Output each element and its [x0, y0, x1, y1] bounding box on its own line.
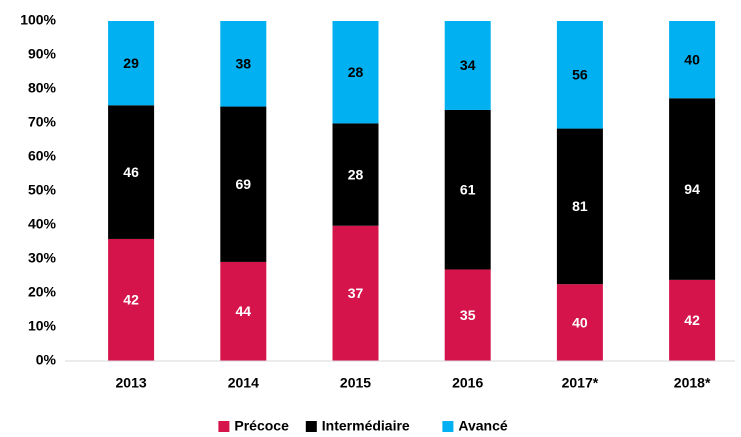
bar-segment: [332, 225, 379, 361]
bar-segment: [556, 128, 603, 285]
data-label: 28: [348, 64, 364, 80]
x-tick-label: 2013: [116, 375, 147, 391]
bar-segment: [444, 109, 491, 270]
data-label: 29: [123, 55, 139, 71]
y-tick-label: 40%: [28, 216, 57, 232]
bar-segment: [444, 21, 491, 110]
bar-segment: [669, 21, 716, 99]
data-label: 42: [684, 312, 700, 328]
x-tick-label: 2017*: [562, 375, 599, 391]
y-tick-label: 70%: [28, 114, 57, 130]
data-label: 81: [572, 198, 588, 214]
bar-segment: [108, 21, 155, 106]
bar-segment: [220, 21, 267, 107]
legend-swatch: [305, 421, 317, 432]
data-label: 40: [572, 314, 588, 330]
data-label: 37: [348, 285, 364, 301]
bar-segment: [556, 284, 603, 361]
y-tick-label: 90%: [28, 46, 57, 62]
bar-segment: [669, 279, 716, 361]
data-label: 40: [684, 51, 700, 67]
bar-segment: [556, 21, 603, 129]
y-tick-label: 100%: [20, 12, 56, 28]
y-tick-label: 20%: [28, 284, 57, 300]
bar-segment: [108, 238, 155, 361]
y-tick-label: 30%: [28, 250, 57, 266]
bar-segment: [669, 98, 716, 280]
y-tick-label: 0%: [36, 352, 57, 368]
data-label: 28: [348, 166, 364, 182]
y-tick-label: 50%: [28, 182, 57, 198]
data-label: 94: [684, 181, 700, 197]
data-label: 42: [123, 292, 139, 308]
data-label: 56: [572, 66, 588, 82]
x-tick-label: 2016: [452, 375, 483, 391]
x-tick-label: 2014: [228, 375, 259, 391]
legend-swatch: [218, 421, 230, 432]
bar-segment: [332, 123, 379, 226]
bar-segment: [220, 261, 267, 361]
data-label: 38: [236, 55, 252, 71]
legend-label: Avancé: [458, 418, 508, 434]
data-label: 61: [460, 181, 476, 197]
bar-segment: [220, 106, 267, 262]
data-label: 34: [460, 57, 476, 73]
legend-label: Précoce: [234, 418, 289, 434]
x-tick-label: 2015: [340, 375, 371, 391]
bar-segment: [332, 21, 379, 124]
legend-label: Intermédiaire: [322, 418, 410, 434]
x-tick-label: 2018*: [674, 375, 711, 391]
data-label: 46: [123, 164, 139, 180]
y-tick-label: 10%: [28, 318, 57, 334]
data-label: 69: [236, 176, 252, 192]
bar-segment: [108, 105, 155, 239]
bar-segment: [444, 269, 491, 361]
y-tick-label: 80%: [28, 80, 57, 96]
legend-swatch: [442, 421, 454, 432]
data-label: 44: [236, 303, 252, 319]
y-tick-label: 60%: [28, 148, 57, 164]
data-label: 35: [460, 307, 476, 323]
